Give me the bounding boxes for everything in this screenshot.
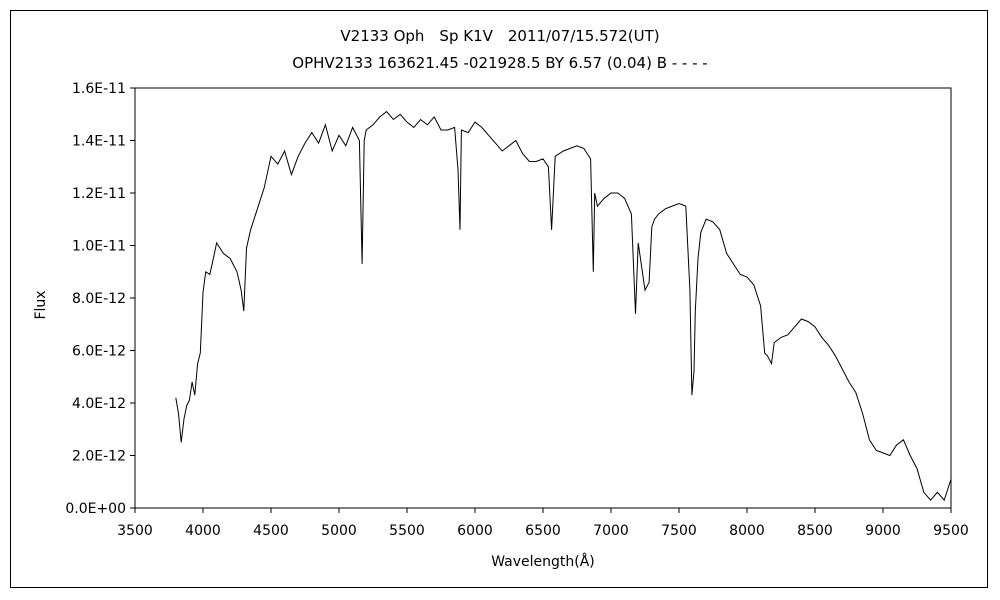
y-tick-label: 1.6E-11 bbox=[72, 81, 126, 97]
x-tick-label: 8500 bbox=[797, 523, 833, 539]
x-tick-label: 3500 bbox=[117, 523, 153, 539]
x-tick-label: 8000 bbox=[729, 523, 765, 539]
x-tick-label: 4500 bbox=[253, 523, 289, 539]
y-tick-label: 4.0E-12 bbox=[72, 396, 126, 412]
plot-area bbox=[134, 87, 952, 509]
y-tick-label: 0.0E+00 bbox=[65, 501, 126, 517]
x-tick-label: 7500 bbox=[661, 523, 697, 539]
y-tick-label: 1.2E-11 bbox=[72, 186, 126, 202]
x-tick-label: 6500 bbox=[525, 523, 561, 539]
y-tick-label: 1.4E-11 bbox=[72, 134, 126, 150]
x-tick-label: 7000 bbox=[593, 523, 629, 539]
y-tick-label: 1.0E-11 bbox=[72, 239, 126, 255]
x-tick-label: 4000 bbox=[185, 523, 221, 539]
x-tick-label: 9500 bbox=[933, 523, 969, 539]
x-tick-label: 5500 bbox=[389, 523, 425, 539]
chart-title: V2133 Oph Sp K1V 2011/07/15.572(UT) bbox=[340, 27, 659, 45]
y-axis: 0.0E+00 2.0E-12 4.0E-12 6.0E-12 8.0E-12 1.0E-… bbox=[65, 81, 135, 517]
y-axis-label: Flux bbox=[33, 290, 49, 319]
flux-series-line bbox=[175, 110, 952, 502]
y-tick-label: 8.0E-12 bbox=[72, 291, 126, 307]
y-tick-label: 2.0E-12 bbox=[72, 449, 126, 465]
x-axis: 3500 4000 4500 5000 5500 6000 6500 7000 7500 8000… bbox=[117, 508, 969, 539]
x-axis-label: Wavelength(Å) bbox=[491, 553, 595, 570]
x-tick-label: 6000 bbox=[457, 523, 493, 539]
x-tick-label: 5000 bbox=[321, 523, 357, 539]
chart-subtitle: OPHV2133 163621.45 -021928.5 BY 6.57 (0.… bbox=[292, 54, 707, 72]
y-tick-label: 6.0E-12 bbox=[72, 344, 126, 360]
x-tick-label: 9000 bbox=[865, 523, 901, 539]
